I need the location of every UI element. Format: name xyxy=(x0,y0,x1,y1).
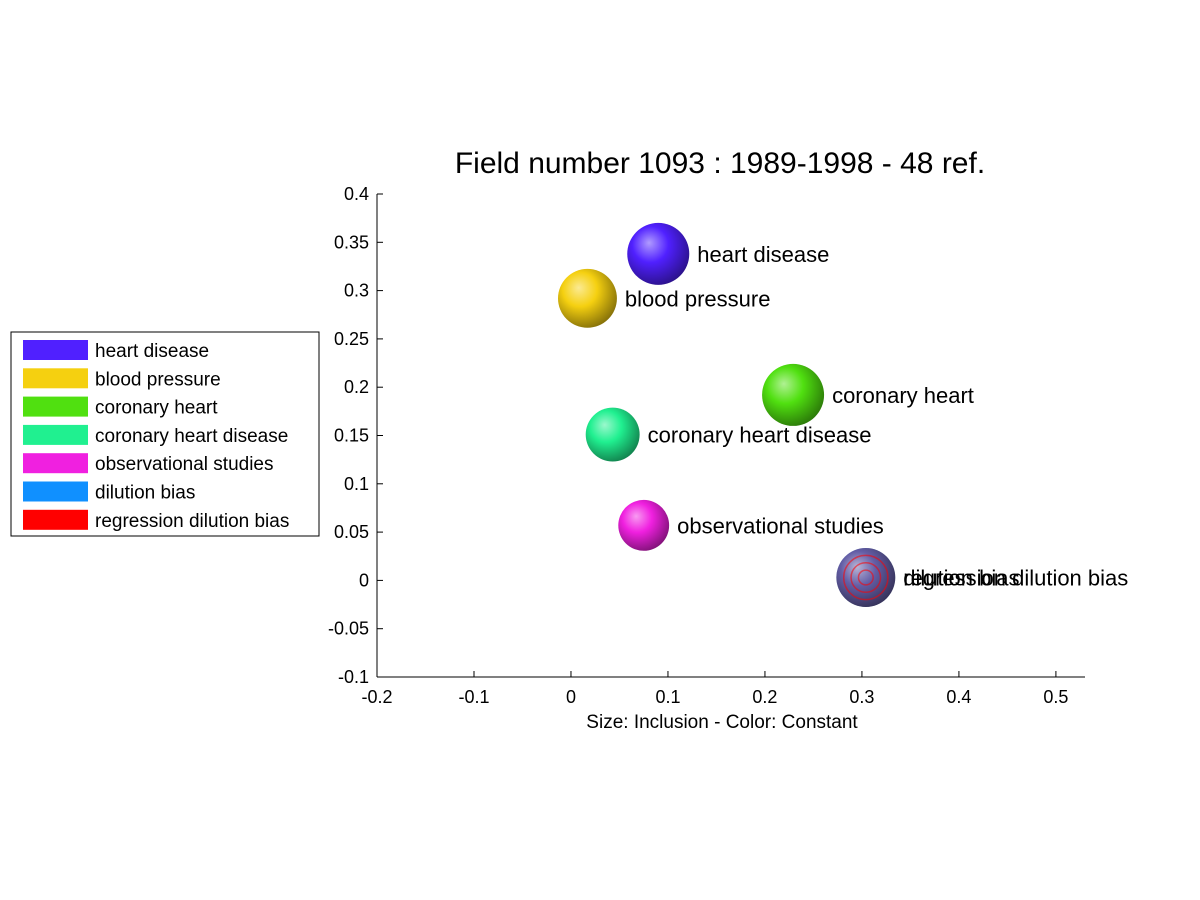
y-tick-label: -0.1 xyxy=(338,667,369,687)
point-observational-studies: observational studies xyxy=(618,499,884,551)
legend-swatch xyxy=(23,340,88,360)
x-tick-label: 0 xyxy=(566,687,576,707)
x-axis-label: Size: Inclusion - Color: Constant xyxy=(586,712,858,733)
point-heart-disease: heart disease xyxy=(627,222,829,285)
point-marker xyxy=(618,499,670,551)
y-tick-label: 0.25 xyxy=(334,329,369,349)
point-label: heart disease xyxy=(697,242,829,267)
y-tick-label: 0.2 xyxy=(344,377,369,397)
x-tick-label: -0.1 xyxy=(458,687,489,707)
x-tick-label: 0.3 xyxy=(849,687,874,707)
ticks: -0.2 -0.1 0 0.1 0.2 0.3 0.4 0.5-0.1-0.0500.050.… xyxy=(328,184,1068,707)
legend-item-coronary-heart-disease: coronary heart disease xyxy=(23,424,288,447)
point-regression-dilution-bias: regression dilution bias xyxy=(836,548,1128,607)
legend-label: regression dilution bias xyxy=(95,511,289,532)
legend-item-dilution-bias: dilution bias xyxy=(23,481,195,504)
y-tick-label: 0.05 xyxy=(334,522,369,542)
legend-item-heart-disease: heart disease xyxy=(23,340,209,362)
legend-label: dilution bias xyxy=(95,483,195,504)
legend-item-coronary-heart: coronary heart xyxy=(23,396,218,419)
y-tick-label: 0.4 xyxy=(344,184,369,204)
chart-title: Field number 1093 : 1989-1998 - 48 ref. xyxy=(455,147,985,180)
legend-item-observational-studies: observational studies xyxy=(23,453,274,475)
x-tick-label: -0.2 xyxy=(361,687,392,707)
legend-swatch xyxy=(23,453,88,474)
point-label: coronary heart xyxy=(832,383,974,408)
point-blood-pressure: blood pressure xyxy=(558,268,771,328)
x-tick-label: 0.5 xyxy=(1043,687,1068,707)
data-points: heart disease blood pressure coronary hear… xyxy=(558,222,1128,607)
x-tick-label: 0.1 xyxy=(655,687,680,707)
legend-label: coronary heart xyxy=(95,398,218,419)
y-tick-label: 0.3 xyxy=(344,281,369,301)
y-tick-label: 0.35 xyxy=(334,232,369,252)
legend-label: observational studies xyxy=(95,454,274,475)
point-label: regression dilution bias xyxy=(903,566,1128,591)
y-tick-label: -0.05 xyxy=(328,619,369,639)
point-ring xyxy=(857,569,874,586)
legend-swatch xyxy=(23,509,88,530)
point-ring xyxy=(850,562,882,593)
x-tick-label: 0.4 xyxy=(946,687,971,707)
legend-swatch xyxy=(23,396,88,417)
legend-swatch xyxy=(23,481,88,502)
x-tick-label: 0.2 xyxy=(752,687,777,707)
y-tick-label: 0 xyxy=(359,570,369,590)
y-tick-label: 0.1 xyxy=(344,474,369,494)
legend-swatch xyxy=(23,368,88,389)
legend-swatch xyxy=(23,424,88,445)
legend-item-blood-pressure: blood pressure xyxy=(23,368,221,390)
legend-label: heart disease xyxy=(95,341,209,362)
point-label: dilution bias xyxy=(903,566,1019,591)
point-marker xyxy=(627,222,690,285)
legend-label: blood pressure xyxy=(95,369,221,390)
point-marker xyxy=(585,407,640,462)
legend: heart disease blood pressure coronary hear… xyxy=(10,331,320,537)
point-marker xyxy=(836,548,896,607)
point-label: blood pressure xyxy=(625,286,771,311)
point-marker xyxy=(558,268,617,328)
point-ring xyxy=(842,554,889,601)
point-coronary-heart-disease: coronary heart disease xyxy=(585,407,872,462)
y-tick-label: 0.15 xyxy=(334,426,369,446)
point-label: coronary heart disease xyxy=(648,423,872,448)
legend-label: coronary heart disease xyxy=(95,426,288,447)
legend-item-regression-dilution-bias: regression dilution bias xyxy=(23,509,289,532)
point-label: observational studies xyxy=(677,513,884,538)
point-coronary-heart: coronary heart xyxy=(762,363,974,426)
point-marker xyxy=(762,363,825,426)
